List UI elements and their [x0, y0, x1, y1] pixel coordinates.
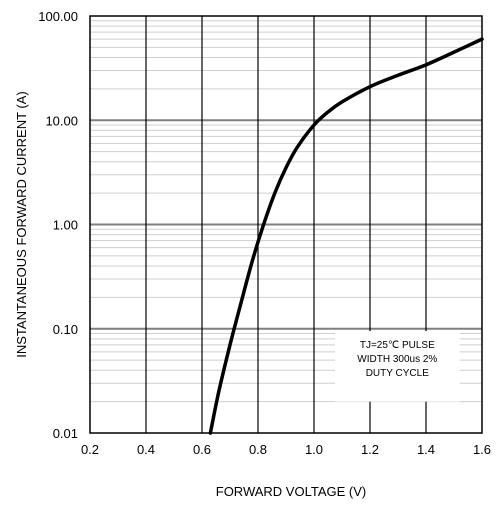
- y-tick-label: 0.10: [53, 322, 78, 337]
- x-tick-label: 1.2: [361, 442, 379, 457]
- y-tick-label: 1.00: [53, 218, 78, 233]
- annotation-line: DUTY CYCLE: [366, 368, 429, 379]
- annotation-box: [335, 331, 460, 402]
- x-tick-label: 0.4: [137, 442, 155, 457]
- x-tick-label: 1.4: [417, 442, 435, 457]
- y-tick-labels: 0.01 0.10 1.00 10.00 100.00: [38, 9, 78, 441]
- x-tick-labels: 0.2 0.4 0.6 0.8 1.0 1.2 1.4 1.6: [81, 442, 491, 457]
- x-tick-label: 0.6: [193, 442, 211, 457]
- x-tick-label: 1.6: [473, 442, 491, 457]
- y-tick-label: 10.00: [45, 113, 78, 128]
- y-tick-label: 100.00: [38, 9, 78, 24]
- grid-layer: [90, 20, 482, 403]
- plot-frame: [89, 15, 483, 434]
- annotation-layer: TJ=25℃ PULSE WIDTH 300us 2% DUTY CYCLE: [357, 340, 437, 379]
- x-axis-title: FORWARD VOLTAGE (V): [216, 484, 366, 499]
- annotation-line: TJ=25℃ PULSE: [360, 340, 435, 351]
- y-axis-title: INSTANTANEOUS FORWARD CURRENT (A): [14, 91, 29, 358]
- x-tick-label: 0.2: [81, 442, 99, 457]
- annotation-line: WIDTH 300us 2%: [357, 354, 437, 365]
- series-curve: [208, 37, 484, 435]
- y-tick-label: 0.01: [53, 426, 78, 441]
- x-tick-label: 0.8: [249, 442, 267, 457]
- x-tick-label: 1.0: [305, 442, 323, 457]
